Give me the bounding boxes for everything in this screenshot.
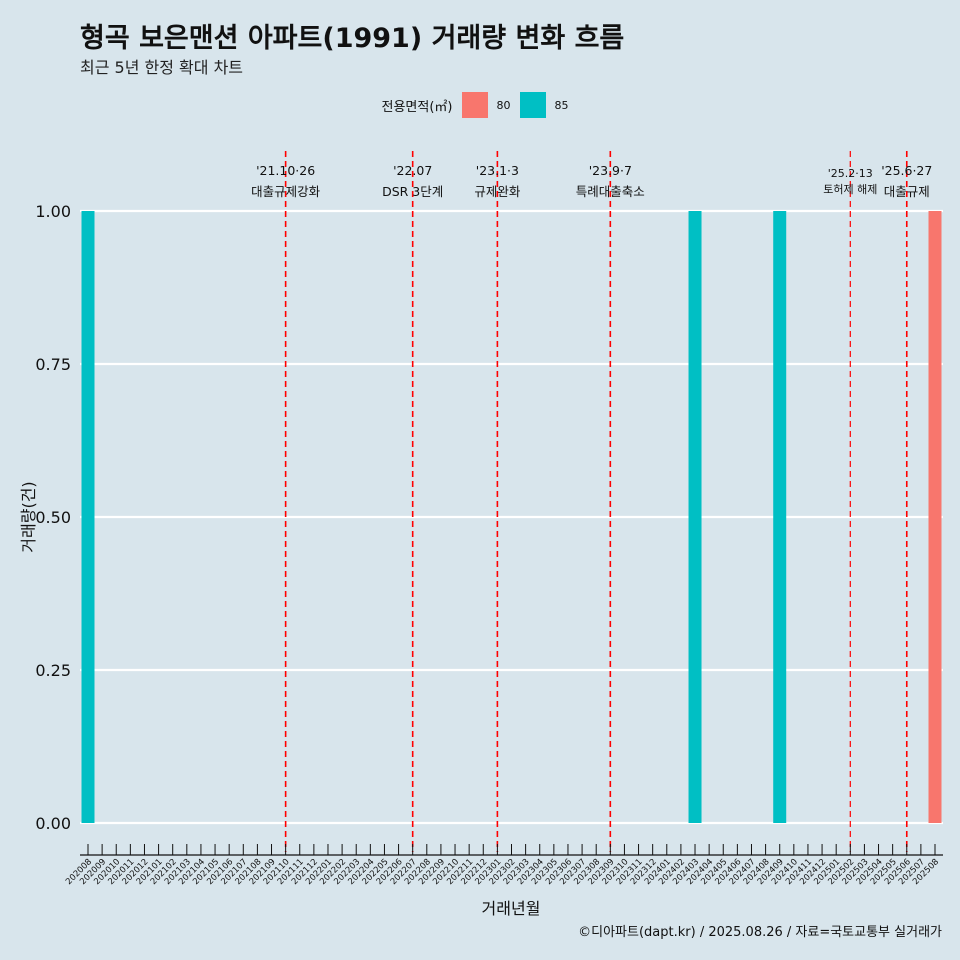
legend: 전용면적(㎡) 80 85	[0, 92, 960, 118]
annotation-label-202502: 토허제 해제	[823, 182, 877, 196]
annotation-date-202309: '23.9·7	[589, 163, 632, 178]
y-tick-label: 0.25	[35, 661, 71, 680]
bar-85-202403	[688, 211, 702, 823]
legend-title: 전용면적(㎡)	[381, 99, 453, 115]
source-caption: ©디아파트(dapt.kr) / 2025.08.26 / 자료=국토교통부 실…	[578, 925, 942, 940]
annotation-date-202506: '25.6·27	[881, 163, 932, 178]
chart-title: 형곡 보은맨션 아파트(1991) 거래량 변화 흐름	[80, 23, 625, 54]
y-tick-label: 1.00	[35, 202, 71, 221]
legend-label-85: 85	[554, 98, 569, 112]
annotation-label-202309: 특례대출축소	[576, 184, 645, 199]
bar-80-202508	[928, 211, 942, 823]
y-axis-title: 거래량(건)	[19, 481, 38, 552]
y-tick-label: 0.00	[35, 814, 71, 833]
annotation-date-202502: '25.2·13	[828, 167, 873, 180]
chart-subtitle: 최근 5년 한정 확대 차트	[80, 58, 244, 77]
legend-swatch-80	[462, 92, 489, 118]
annotation-label-202301: 규제완화	[474, 184, 521, 199]
y-tick-label: 0.50	[35, 508, 71, 527]
bar-85-202008	[81, 211, 95, 823]
annotation-label-202110: 대출규제강화	[251, 184, 321, 199]
annotation-date-202110: '21.10·26	[256, 163, 315, 178]
annotation-label-202207: DSR 3단계	[382, 184, 443, 199]
bar-85-202409	[773, 211, 787, 823]
legend-swatch-85	[520, 92, 547, 118]
x-axis-title: 거래년월	[482, 899, 541, 918]
annotation-label-202506: 대출규제	[884, 184, 930, 199]
legend-label-80: 80	[496, 98, 511, 112]
annotation-date-202301: '23.1·3	[476, 163, 519, 178]
y-tick-label: 0.75	[35, 355, 71, 374]
annotation-date-202207: '22.07	[393, 163, 432, 178]
